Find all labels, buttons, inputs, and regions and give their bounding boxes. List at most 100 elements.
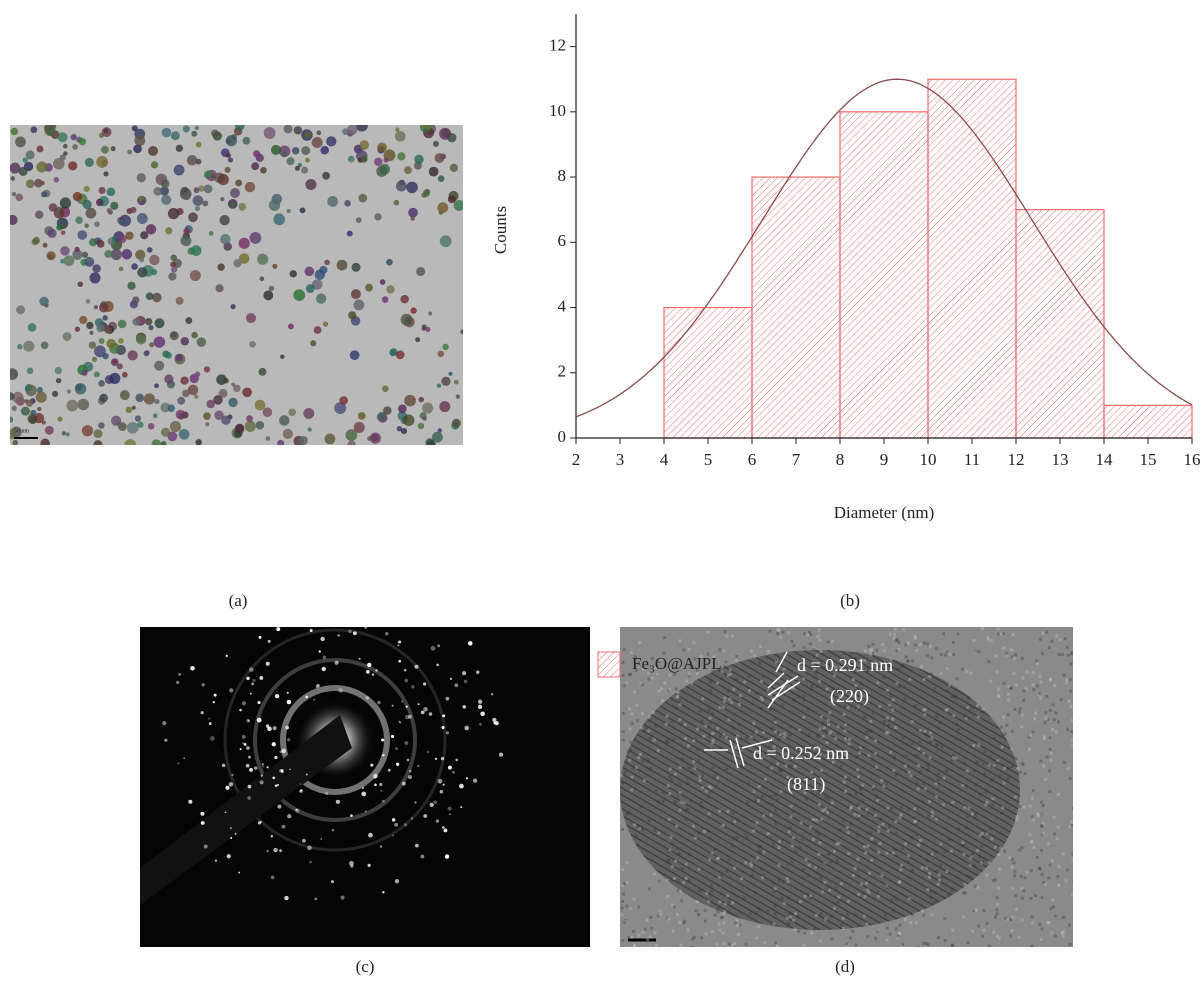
noise <box>657 690 660 693</box>
noise <box>970 876 973 879</box>
noise <box>1053 816 1056 819</box>
particle <box>196 142 202 148</box>
noise <box>759 645 762 648</box>
noise <box>943 850 946 853</box>
noise <box>1022 699 1025 702</box>
noise <box>863 845 866 848</box>
particle <box>94 429 103 438</box>
particle <box>452 419 461 428</box>
noise <box>789 725 792 728</box>
noise <box>1070 705 1073 708</box>
spot <box>246 746 250 750</box>
noise <box>1012 862 1015 865</box>
particle <box>197 337 206 346</box>
spot <box>268 640 271 643</box>
scale-bar-label: 50 nm <box>14 428 30 434</box>
noise <box>637 906 640 909</box>
spot <box>399 722 401 724</box>
noise <box>642 760 645 763</box>
particle <box>263 407 273 417</box>
noise <box>823 881 826 884</box>
spot <box>450 678 452 680</box>
noise <box>1022 806 1025 809</box>
noise <box>901 737 904 740</box>
spot <box>274 756 277 759</box>
noise <box>904 643 907 646</box>
noise <box>673 877 676 880</box>
noise <box>1047 876 1050 879</box>
noise <box>1011 866 1014 869</box>
noise <box>750 650 753 653</box>
particle <box>154 399 159 404</box>
particle <box>78 281 83 286</box>
noise <box>1056 837 1059 840</box>
particle <box>326 136 336 146</box>
spot <box>257 718 262 723</box>
particle <box>40 439 50 449</box>
noise <box>675 687 678 690</box>
noise <box>1007 693 1010 696</box>
noise <box>971 706 974 709</box>
spot <box>320 838 322 840</box>
noise <box>942 632 945 635</box>
spot <box>409 770 411 772</box>
spot <box>433 801 436 804</box>
noise <box>755 912 758 915</box>
annotation: (220) <box>830 686 869 707</box>
noise <box>1044 711 1047 714</box>
noise <box>1001 806 1004 809</box>
noise <box>1022 889 1025 892</box>
noise <box>911 869 914 872</box>
noise <box>732 688 735 691</box>
particle <box>94 221 100 227</box>
noise <box>888 825 891 828</box>
particle <box>161 441 167 447</box>
noise <box>818 680 821 683</box>
spot <box>257 590 260 593</box>
particle <box>84 223 89 228</box>
particle <box>253 150 260 157</box>
particle <box>415 337 420 342</box>
particle <box>433 141 439 147</box>
noise <box>1011 887 1014 890</box>
particle <box>89 341 96 348</box>
noise <box>877 681 880 684</box>
particle <box>279 415 290 426</box>
noise <box>787 631 790 634</box>
spot <box>229 782 233 786</box>
noise <box>778 840 781 843</box>
noise <box>971 852 974 855</box>
spot <box>287 700 291 704</box>
noise <box>1059 638 1062 641</box>
particle <box>42 420 46 424</box>
particle <box>180 376 188 384</box>
particle <box>209 231 214 236</box>
noise <box>858 751 861 754</box>
noise <box>931 913 934 916</box>
particle <box>316 294 326 304</box>
noise <box>1067 767 1070 770</box>
spot <box>388 769 391 772</box>
noise <box>932 901 935 904</box>
noise <box>693 936 696 939</box>
particle <box>271 145 281 155</box>
spot <box>176 681 179 684</box>
noise <box>786 863 789 866</box>
noise <box>885 783 888 786</box>
noise <box>650 927 653 930</box>
noise <box>677 879 680 882</box>
noise <box>924 787 927 790</box>
particle <box>130 207 136 213</box>
particle <box>161 428 170 437</box>
noise <box>755 822 758 825</box>
particle <box>98 187 105 194</box>
noise <box>671 865 674 868</box>
particle <box>33 237 40 244</box>
noise <box>819 728 822 731</box>
noise <box>675 825 678 828</box>
noise <box>663 636 666 639</box>
noise <box>780 768 783 771</box>
spot <box>289 769 291 771</box>
x-tick-label: 8 <box>836 450 845 469</box>
noise <box>654 725 657 728</box>
